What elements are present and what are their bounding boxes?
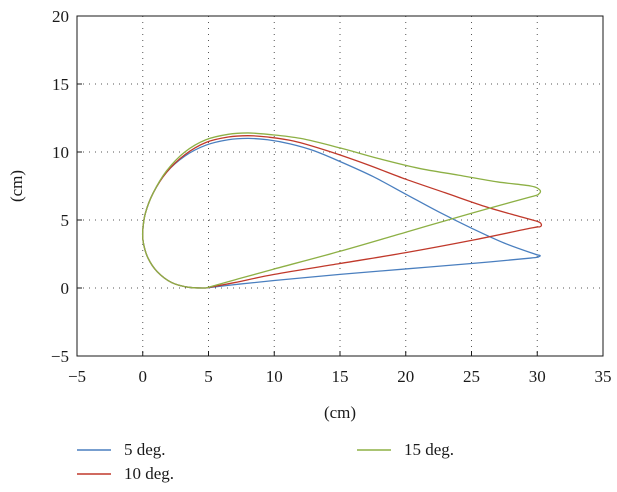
series-line-1 <box>141 137 541 289</box>
x-tick-label: 15 <box>332 367 349 386</box>
x-tick-label: −5 <box>68 367 86 386</box>
x-tick-label: 5 <box>204 367 213 386</box>
axis-ticks: −5 0 5 10 15 20 25 30 35 −5 0 5 10 15 20 <box>51 7 612 386</box>
gridlines <box>77 16 603 356</box>
x-tick-label: 30 <box>529 367 546 386</box>
x-tick-label: 0 <box>139 367 148 386</box>
y-tick-label: 10 <box>52 143 69 162</box>
x-tick-label: 10 <box>266 367 283 386</box>
x-tick-label: 25 <box>463 367 480 386</box>
x-axis-label: (cm) <box>324 403 356 422</box>
y-axis-label: (cm) <box>7 170 26 202</box>
y-tick-label: −5 <box>51 347 69 366</box>
legend-label-3: 15 deg. <box>404 440 454 459</box>
series-lines <box>141 132 543 289</box>
y-tick-label: 5 <box>61 211 70 230</box>
y-tick-label: 15 <box>52 75 69 94</box>
y-tick-label: 0 <box>61 279 70 298</box>
series-line-3 <box>141 132 542 289</box>
x-tick-label: 20 <box>397 367 414 386</box>
x-tick-label: 35 <box>595 367 612 386</box>
legend-label-1: 5 deg. <box>124 440 166 459</box>
legend: 5 deg. 10 deg. 15 deg. <box>77 440 454 483</box>
y-tick-label: 20 <box>52 7 69 26</box>
legend-label-2: 10 deg. <box>124 464 174 483</box>
series-line-2 <box>141 135 543 289</box>
